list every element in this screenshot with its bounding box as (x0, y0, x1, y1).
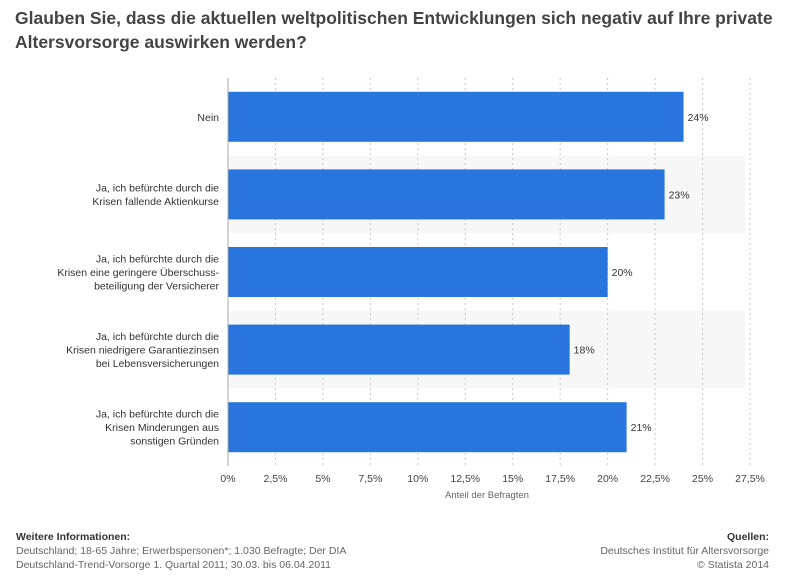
category-label: Ja, ich befürchte durch die (96, 254, 219, 266)
x-tick-label: 20% (597, 473, 618, 485)
x-tick-label: 22,5% (640, 473, 670, 485)
category-label: sonstigen Gründen (130, 436, 219, 448)
value-label: 24% (688, 112, 709, 124)
value-label: 18% (574, 345, 595, 357)
category-label: Krisen fallende Aktienkurse (92, 196, 219, 208)
x-tick-label: 0% (220, 473, 235, 485)
footer-info-line: Deutschland-Trend-Vorsorge 1. Quartal 20… (16, 559, 332, 571)
value-label: 23% (669, 189, 690, 201)
category-label: Krisen Minderungen aus (105, 422, 219, 434)
bar (228, 324, 570, 375)
category-label: Ja, ich befürchte durch die (96, 331, 219, 343)
x-tick-label: 7,5% (358, 473, 382, 485)
bar (228, 91, 684, 142)
footer-source-line: Deutsches Institut für Altersvorsorge (600, 545, 769, 557)
x-tick-label: 5% (315, 473, 330, 485)
value-label: 20% (612, 267, 633, 279)
category-label: Nein (197, 112, 219, 124)
category-label: bei Lebensversicherungen (96, 358, 219, 370)
bar (228, 247, 608, 297)
x-tick-label: 2,5% (263, 473, 287, 485)
x-tick-label: 10% (407, 473, 428, 485)
footer-info: Weitere Informationen: Deutschland; 18-6… (16, 530, 346, 572)
bar (228, 402, 627, 453)
footer-copyright: © Statista 2014 (697, 559, 769, 571)
x-tick-label: 12,5% (450, 473, 480, 485)
category-label: beteiligung der Versicherer (94, 281, 219, 293)
x-tick-label: 15% (502, 473, 523, 485)
chart-title: Glauben Sie, dass die aktuellen weltpoli… (15, 8, 773, 52)
category-label: Ja, ich befürchte durch die (96, 409, 219, 421)
footer-sources-title: Quellen: (726, 531, 769, 543)
value-label: 21% (631, 422, 652, 434)
x-tick-label: 25% (692, 473, 713, 485)
category-label: Ja, ich befürchte durch die (96, 183, 219, 195)
bar (228, 169, 665, 220)
footer-sources: Quellen: Deutsches Institut für Altersvo… (600, 530, 769, 572)
x-axis-title: Anteil der Befragten (445, 490, 529, 501)
x-tick-label: 17,5% (545, 473, 575, 485)
x-tick-label: 27,5% (735, 473, 765, 485)
category-label: Krisen eine geringere Überschuss- (57, 267, 219, 279)
footer-info-title: Weitere Informationen: (16, 531, 131, 543)
category-label: Krisen niedrigere Garantiezinsen (66, 345, 219, 357)
footer-info-line: Deutschland; 18-65 Jahre; Erwerbspersone… (16, 545, 347, 557)
